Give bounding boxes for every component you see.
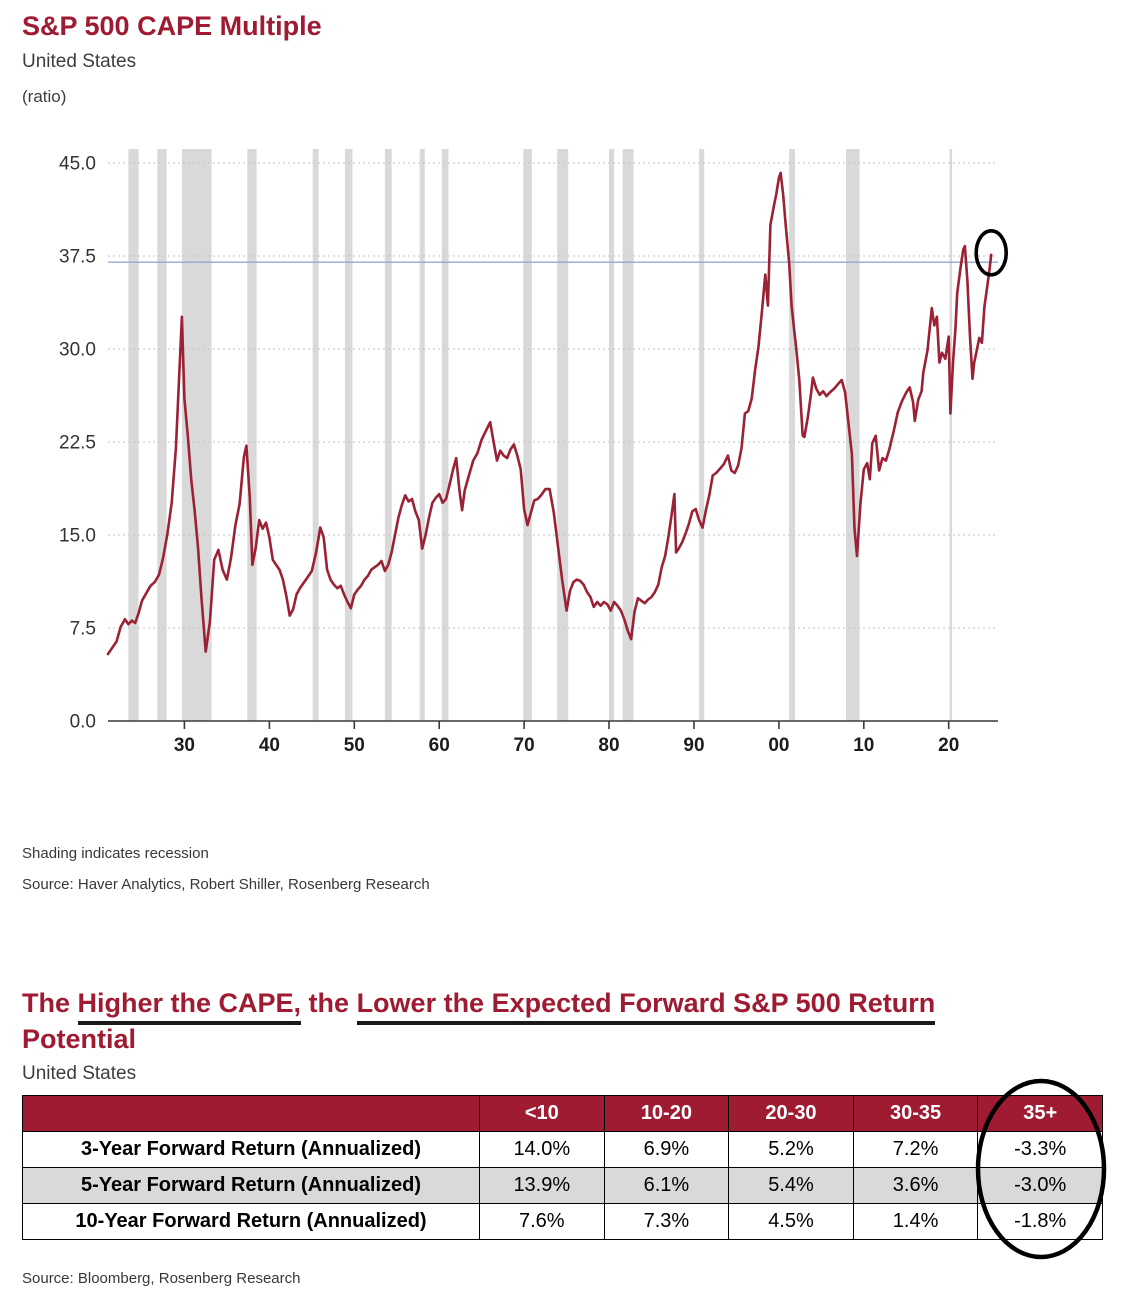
svg-text:40: 40 <box>259 735 280 756</box>
svg-text:30.0: 30.0 <box>59 340 96 361</box>
cape-chart: 0.0 7.5 15.0 22.5 30.0 37.5 45.0 30 40 50 60 70 80 90… <box>8 147 1018 767</box>
title-text-potential: Potential <box>22 1024 137 1054</box>
cape-line-chart: 0.0 7.5 15.0 22.5 30.0 37.5 45.0 30 40 50 60 70 80 90… <box>59 149 1009 756</box>
value-cell: -3.3% <box>977 1131 1103 1168</box>
title-text: The <box>22 988 78 1018</box>
table-row: 5-Year Forward Return (Annualized) 13.9% 6… <box>22 1167 1103 1204</box>
table-row: 3-Year Forward Return (Annualized) 14.0% 6… <box>22 1131 1103 1168</box>
recession-shading-note: Shading indicates recession <box>22 845 209 862</box>
svg-text:00: 00 <box>768 735 789 756</box>
table-corner-cell <box>22 1095 480 1132</box>
table-source: Source: Bloomberg, Rosenberg Research <box>22 1270 301 1287</box>
value-cell: 5.4% <box>728 1167 854 1204</box>
svg-text:80: 80 <box>598 735 619 756</box>
svg-text:7.5: 7.5 <box>70 619 96 640</box>
chart-unit-label: (ratio) <box>22 87 67 106</box>
title-underlined-lower-return: Lower the Expected Forward S&P 500 Retur… <box>356 988 936 1025</box>
svg-text:22.5: 22.5 <box>59 433 96 454</box>
svg-text:30: 30 <box>174 735 195 756</box>
table-region-label: United States <box>22 1063 137 1084</box>
value-cell: 7.2% <box>852 1131 979 1168</box>
value-cell: 1.4% <box>852 1203 979 1240</box>
row-label: 3-Year Forward Return (Annualized) <box>22 1131 480 1168</box>
value-cell: 5.2% <box>728 1131 854 1168</box>
row-label: 10-Year Forward Return (Annualized) <box>22 1203 480 1240</box>
svg-text:37.5: 37.5 <box>59 247 96 268</box>
svg-text:0.0: 0.0 <box>70 712 96 733</box>
svg-text:20: 20 <box>938 735 959 756</box>
svg-text:45.0: 45.0 <box>59 154 96 175</box>
column-header: 30-35 <box>852 1095 979 1132</box>
value-cell: 14.0% <box>479 1131 605 1168</box>
value-cell: 6.1% <box>603 1167 730 1204</box>
value-cell: 3.6% <box>852 1167 979 1204</box>
svg-text:10: 10 <box>853 735 874 756</box>
value-cell: 6.9% <box>603 1131 730 1168</box>
value-cell: 13.9% <box>479 1167 605 1204</box>
value-cell: 4.5% <box>728 1203 854 1240</box>
table-row: 10-Year Forward Return (Annualized) 7.6% 7… <box>22 1203 1103 1240</box>
row-label: 5-Year Forward Return (Annualized) <box>22 1167 480 1204</box>
column-header: 35+ <box>977 1095 1103 1132</box>
svg-text:15.0: 15.0 <box>59 526 96 547</box>
column-header: <10 <box>479 1095 605 1132</box>
svg-text:70: 70 <box>514 735 535 756</box>
forward-return-table-wrap: <10 10-20 20-30 30-35 35+ 3-Year Forward Ret… <box>22 1078 1107 1260</box>
value-cell: -1.8% <box>977 1203 1103 1240</box>
column-header: 10-20 <box>603 1095 730 1132</box>
value-cell: -3.0% <box>977 1167 1103 1204</box>
table-title: The Higher the CAPE, the Lower the Expec… <box>22 985 1107 1057</box>
chart-region-label: United States <box>22 51 137 72</box>
title-text: the <box>301 988 357 1018</box>
value-cell: 7.3% <box>603 1203 730 1240</box>
svg-text:50: 50 <box>344 735 365 756</box>
svg-text:90: 90 <box>683 735 704 756</box>
value-cell: 7.6% <box>479 1203 605 1240</box>
svg-text:60: 60 <box>429 735 450 756</box>
title-underlined-higher-cape: Higher the CAPE, <box>77 988 302 1025</box>
forward-return-table: <10 10-20 20-30 30-35 35+ 3-Year Forward Ret… <box>22 1095 1103 1240</box>
chart-title: S&P 500 CAPE Multiple <box>22 11 322 41</box>
chart-source: Source: Haver Analytics, Robert Shiller,… <box>22 876 430 893</box>
column-header: 20-30 <box>728 1095 854 1132</box>
table-header-row: <10 10-20 20-30 30-35 35+ <box>22 1095 1103 1132</box>
